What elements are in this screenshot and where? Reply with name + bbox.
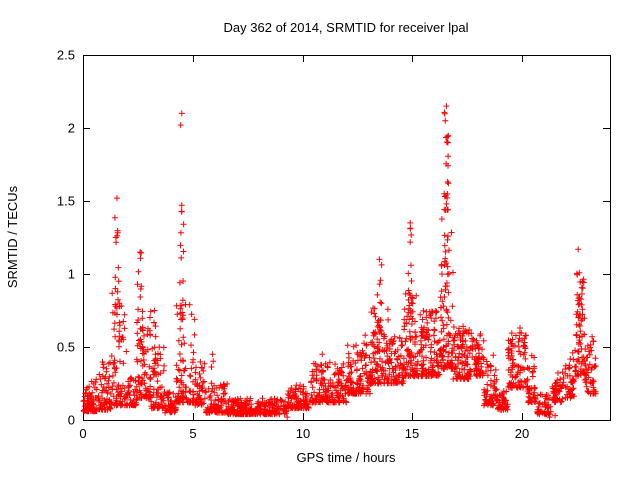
tick-label: 0.5: [57, 340, 75, 355]
data-points: [80, 103, 599, 421]
plot-border: [83, 55, 611, 421]
x-axis-label: GPS time / hours: [297, 450, 396, 465]
axis-ticks: [83, 55, 610, 421]
tick-label: 2.5: [57, 48, 75, 63]
y-axis-label: SRMTID / TECUs: [5, 185, 20, 288]
tick-label: 20: [515, 426, 529, 441]
tick-label: 0: [79, 426, 86, 441]
tick-label: 15: [405, 426, 419, 441]
tick-label: 10: [296, 426, 310, 441]
y-tick-labels: 0 0.5 1 1.5 2 2.5: [57, 48, 75, 428]
tick-label: 0: [68, 413, 75, 428]
chart-title: Day 362 of 2014, SRMTID for receiver lpa…: [224, 20, 469, 35]
tick-label: 2: [68, 121, 75, 136]
tick-label: 1: [68, 267, 75, 282]
tick-label: 5: [189, 426, 196, 441]
tick-label: 1.5: [57, 194, 75, 209]
x-tick-labels: 0 5 10 15 20: [79, 426, 529, 441]
